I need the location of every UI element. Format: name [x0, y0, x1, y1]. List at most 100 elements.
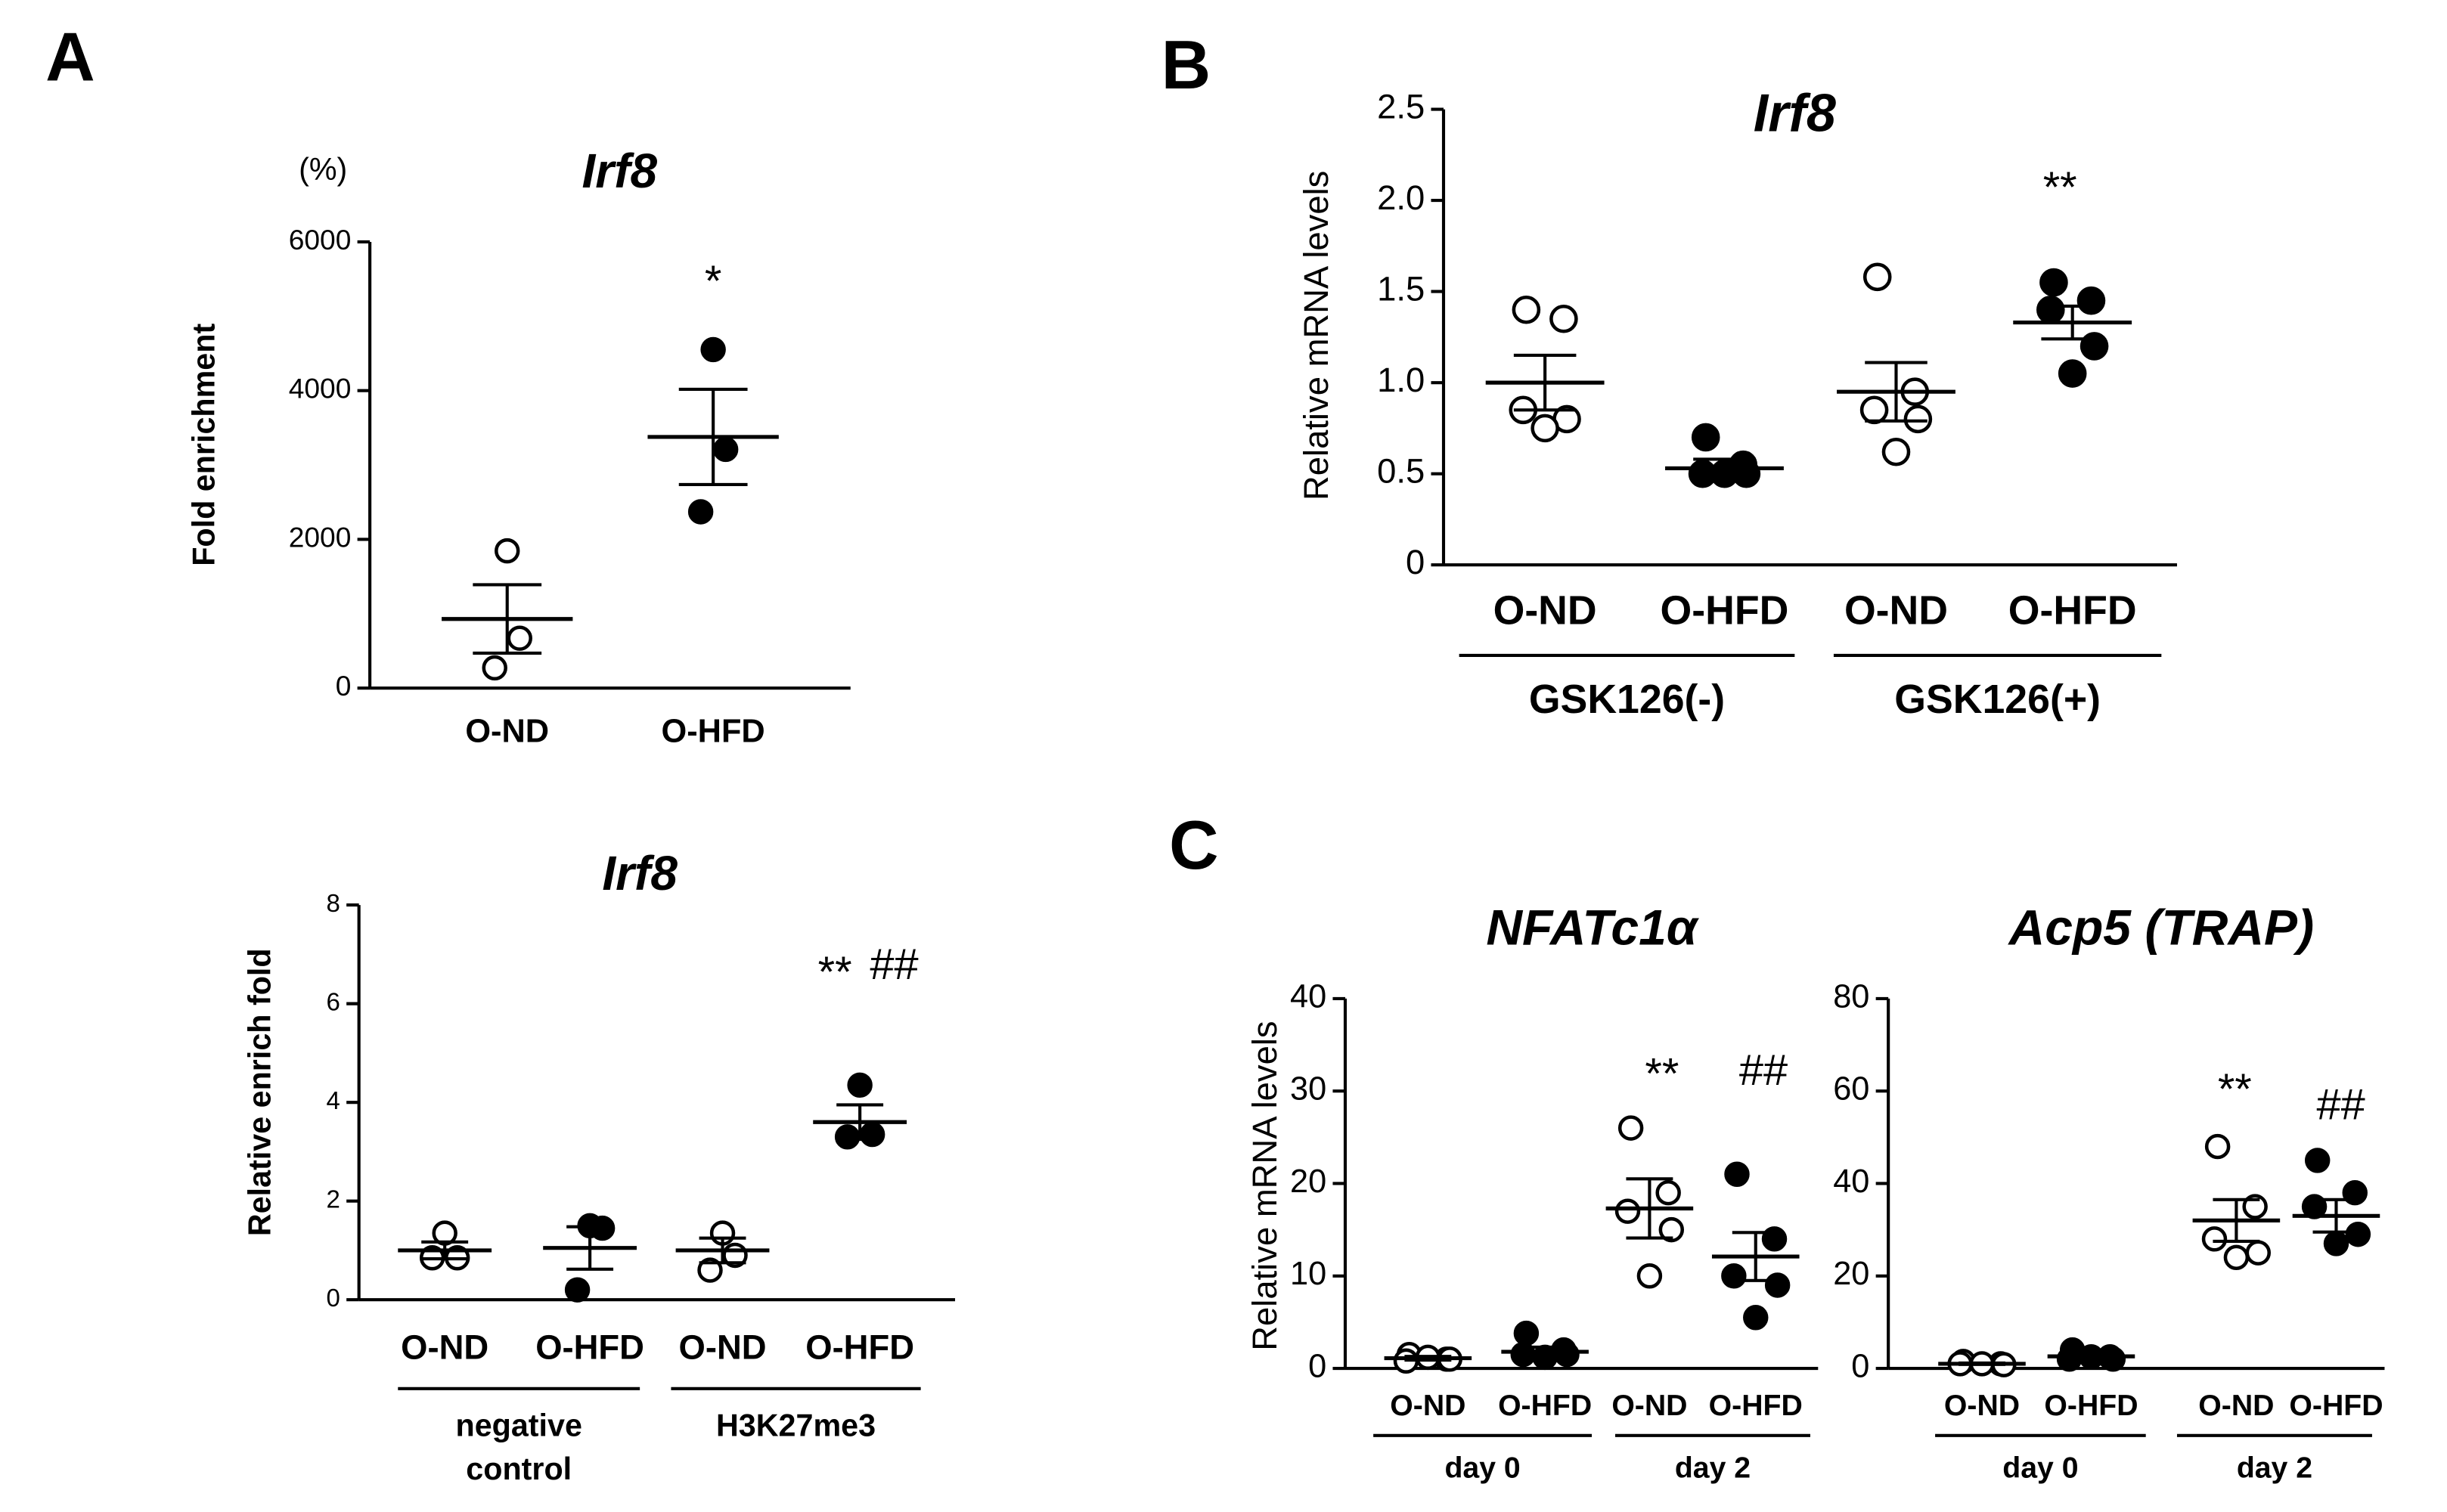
x-tick-label: O-ND [1390, 1390, 1465, 1422]
data-point [712, 436, 739, 463]
data-point [2223, 1244, 2250, 1271]
x-tick-label: O-ND [401, 1328, 488, 1366]
data-point [1658, 1216, 1685, 1243]
data-point [2036, 295, 2065, 324]
y-tick-label: 1.5 [1377, 270, 1425, 308]
y-tick-label: 0 [1851, 1348, 1869, 1384]
y-tick-label: 40 [1290, 978, 1326, 1015]
y-tick-label: 6 [327, 987, 340, 1015]
y-tick-label: 2000 [289, 521, 352, 553]
x-tick-label: O-ND [1944, 1390, 2020, 1422]
annotation: ## [2317, 1081, 2365, 1129]
data-point [2304, 1148, 2331, 1173]
y-tick-label: 8 [327, 889, 340, 917]
y-tick-label: 4000 [289, 373, 352, 404]
x-tick-label: O-ND [465, 714, 549, 750]
y-tick-label: 60 [1833, 1071, 1869, 1108]
unit-label: (%) [299, 152, 347, 187]
data-point [859, 1121, 885, 1148]
data-point [1655, 1179, 1681, 1206]
x-tick-label: O-HFD [2289, 1390, 2383, 1422]
data-point [2345, 1222, 2371, 1247]
panel: A Irf8 (%) Fold enrichment 0 2000 4000 6000 O-ND… [45, 20, 851, 750]
y-tick-label: 0 [336, 670, 352, 702]
group-label: GSK126(+) [1894, 677, 2101, 722]
y-tick-label: 20 [1833, 1256, 1869, 1292]
data-point [2201, 1226, 2228, 1252]
group-label: day 2 [2237, 1452, 2312, 1485]
x-tick-label: O-HFD [1498, 1390, 1592, 1422]
data-point [1764, 1272, 1791, 1298]
data-point [2076, 286, 2106, 315]
panel: Acp5 (TRAP) 0 20 40 60 80 O-ND O-HFD O-ND O-HFD da… [1833, 900, 2385, 1485]
data-point [1743, 1305, 1769, 1331]
x-tick-label: O-HFD [535, 1328, 644, 1366]
group-label: day 2 [1675, 1452, 1751, 1485]
data-point [1881, 437, 1911, 466]
y-tick-label: 20 [1290, 1163, 1326, 1200]
data-point [1531, 414, 1559, 443]
panel: B Irf8 Relative mRNA levels 0 0.5 1.0 1.5 2.0 2.… [1161, 27, 2177, 722]
y-tick-label: 2.5 [1377, 88, 1425, 126]
group-label: GSK126(-) [1529, 677, 1725, 722]
chart-title: Irf8 [602, 846, 678, 900]
panel: C NFATc1α Relative mRNA levels 0 10 20 30 40 O-N… [1169, 807, 1819, 1485]
group-label: day 0 [2002, 1452, 2078, 1485]
y-tick-label: 2.0 [1377, 178, 1425, 217]
y-axis-label: Relative mRNA levels [1245, 1021, 1284, 1350]
panel: Irf8 Relative enrich fold 0 2 4 6 8 O-ND O-HFD O-… [243, 846, 956, 1486]
group-label: day 0 [1444, 1452, 1520, 1485]
x-tick-label: O-ND [1844, 587, 1948, 633]
x-tick-label: O-ND [2198, 1390, 2274, 1422]
annotation: ## [1739, 1046, 1788, 1095]
data-point [564, 1277, 591, 1303]
data-point [495, 538, 520, 564]
chart-title: Irf8 [582, 144, 658, 198]
y-tick-label: 80 [1833, 978, 1869, 1015]
annotation: ** [818, 948, 852, 996]
y-tick-label: 0 [1308, 1348, 1326, 1384]
data-point [1549, 304, 1578, 333]
data-point [1513, 1320, 1540, 1346]
group-label: negative [455, 1408, 582, 1442]
data-point [2323, 1231, 2349, 1256]
x-tick-label: O-HFD [2044, 1390, 2138, 1422]
annotation: ** [2218, 1065, 2252, 1114]
data-point [1724, 1161, 1750, 1187]
x-tick-label: O-HFD [805, 1328, 914, 1366]
panel-label: B [1161, 27, 1211, 104]
data-point [2245, 1240, 2271, 1266]
y-tick-label: 0.5 [1377, 452, 1425, 491]
group-label: control [466, 1452, 572, 1486]
x-tick-label: O-ND [1611, 1390, 1687, 1422]
annotation: * [705, 257, 721, 305]
group-label: H3K27me3 [716, 1408, 876, 1442]
y-axis-label: Relative enrich fold [243, 948, 278, 1236]
data-point [1721, 1263, 1747, 1289]
x-tick-label: O-HFD [2008, 587, 2137, 633]
y-tick-label: 1.0 [1377, 361, 1425, 399]
data-point [1512, 295, 1541, 324]
y-tick-label: 0 [1406, 543, 1425, 581]
y-tick-label: 0 [327, 1284, 340, 1312]
data-point [1903, 404, 1933, 434]
data-point [1691, 423, 1720, 452]
y-axis-label: Relative mRNA levels [1297, 171, 1335, 500]
data-point [2039, 268, 2068, 297]
data-point [2204, 1133, 2231, 1160]
x-tick-label: O-HFD [662, 714, 765, 750]
y-axis-label: Fold enrichment [186, 324, 221, 566]
annotation: ** [2043, 163, 2077, 212]
data-point [697, 1257, 723, 1283]
x-tick-label: O-HFD [1661, 587, 1789, 633]
chart-title: NFATc1α [1486, 900, 1699, 956]
y-tick-label: 6000 [289, 224, 352, 256]
data-point [1617, 1115, 1644, 1141]
data-point [1862, 262, 1892, 292]
data-point [1636, 1263, 1663, 1289]
y-tick-label: 10 [1290, 1256, 1326, 1292]
x-tick-label: O-ND [1493, 587, 1597, 633]
data-point [834, 1124, 861, 1150]
annotation: ## [870, 940, 918, 989]
